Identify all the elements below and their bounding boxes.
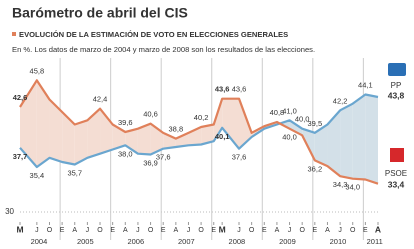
x-tick-label: A [275,227,280,234]
value-label: 39,5 [308,119,323,128]
x-tick-label: O [249,227,255,234]
gap-area [365,94,378,184]
value-label: 42,4 [93,95,108,104]
value-label: 35,4 [30,171,45,180]
year-label: 2004 [31,237,48,246]
year-label: 2010 [330,237,347,246]
x-tick-label: O [299,227,305,234]
x-tick-label: E [262,227,267,234]
x-tick-label: J [338,227,342,234]
x-tick-label: M [16,224,23,234]
gap-area [87,108,101,158]
psoe-logo [390,148,404,162]
value-label: 33,4 [388,179,405,189]
value-label: 34,3 [333,180,348,189]
x-tick-label: A [173,227,178,234]
x-tick-label: J [237,227,241,234]
x-tick-label: E [110,227,115,234]
gap-area [137,123,151,155]
series-line [19,93,379,169]
gap-area [201,124,214,145]
legend-label: PP [391,81,402,90]
value-label: 43,6 [215,85,230,94]
value-label: 39,6 [118,118,133,127]
x-tick-label: O [148,227,154,234]
year-label: 2009 [279,237,296,246]
gap-area [62,112,75,165]
x-tick-label: E [211,227,216,234]
x-tick-label: A [375,224,381,234]
value-label: 37,6 [156,153,171,162]
series-line [19,79,379,185]
year-label: 2007 [178,237,195,246]
x-tick-label: O [47,227,53,234]
value-label: 42,2 [333,96,348,105]
x-tick-label: J [288,227,292,234]
x-tick-label: J [136,227,140,234]
value-label: 35,7 [67,168,82,177]
value-label: 41,0 [282,106,297,115]
gap-area [49,99,63,162]
value-label: 43,8 [388,90,405,100]
year-label: 2008 [229,237,246,246]
subtitle-marker [12,32,16,36]
value-label: 34,0 [345,183,360,192]
value-label: 40,6 [143,110,158,119]
gap-area [327,110,341,177]
gap-area [74,120,88,165]
pp-logo [388,63,406,76]
value-label: 37,6 [232,153,247,162]
gap-area [239,98,252,149]
x-tick-label: M [219,224,226,234]
gap-area [352,94,366,180]
value-label: 43,6 [232,85,247,94]
gap-area [163,132,176,149]
legend-label: PSOE [385,169,407,178]
value-label: 42,6 [13,93,28,102]
x-tick-label: E [312,227,317,234]
value-label: 37,7 [13,152,28,161]
value-label: 44,1 [358,80,373,89]
value-label: 38,8 [169,125,184,134]
value-label: 40,8 [270,108,285,117]
x-tick-label: O [97,227,103,234]
gap-area [100,108,113,154]
value-label: 40,0 [295,115,310,124]
value-label: 40,0 [282,133,297,142]
value-label: 40,2 [194,113,209,122]
x-tick-label: J [35,227,39,234]
gap-area [125,128,138,154]
x-tick-label: J [86,227,90,234]
x-tick-label: A [72,227,77,234]
gap-area [36,80,50,167]
gap-area [175,132,189,147]
value-label: 38,0 [118,149,133,158]
x-tick-label: E [363,227,368,234]
y-tick-label: 30 [5,207,14,216]
x-tick-label: J [187,227,191,234]
x-tick-label: E [60,227,65,234]
x-tick-label: O [198,227,204,234]
value-label: 45,8 [30,66,45,75]
x-tick-label: A [325,227,330,234]
gap-area [222,98,240,149]
gap-area [314,124,328,167]
year-label: 2006 [127,237,144,246]
chart-note: En %. Los datos de marzo de 2004 y marzo… [12,45,315,54]
value-label: 36,9 [143,158,158,167]
gap-area [289,120,303,136]
year-label: 2005 [77,237,94,246]
x-tick-label: A [123,227,128,234]
chart-subtitle: EVOLUCIÓN DE LA ESTIMACIÓN DE VOTO EN EL… [19,30,288,39]
value-label: 36,2 [308,164,323,173]
year-label: 2011 [367,237,383,246]
x-tick-label: O [350,227,356,234]
value-label: 40,1 [215,132,230,141]
x-tick-label: E [161,227,166,234]
gap-area [340,103,353,179]
chart-title: Barómetro de abril del CIS [12,5,188,21]
